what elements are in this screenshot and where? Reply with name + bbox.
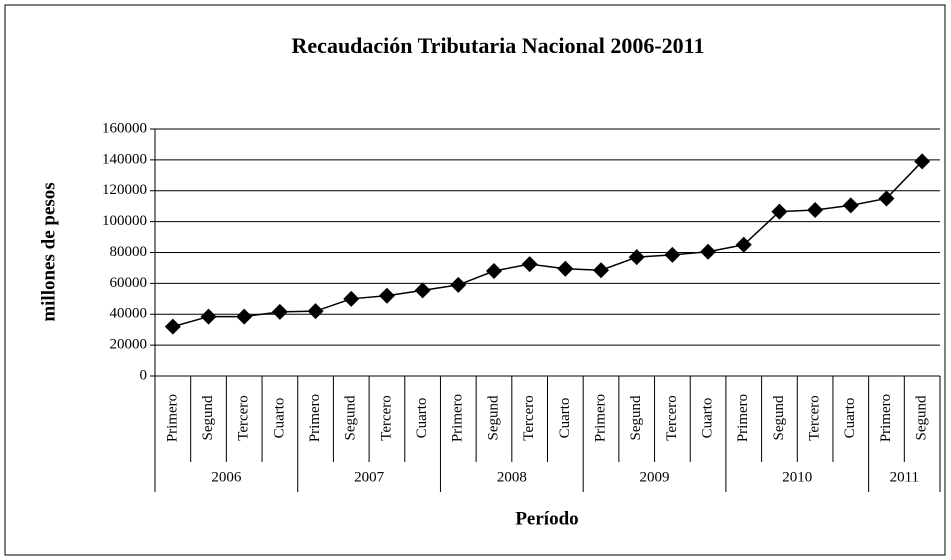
x-tick-label: Segund [343, 395, 359, 441]
y-tick-label: 20000 [110, 337, 148, 353]
x-tick-label: Tercero [664, 395, 680, 441]
x-tick-label: Primero [450, 394, 466, 442]
x-tick-label: Primero [307, 394, 323, 442]
data-point [271, 303, 288, 320]
y-axis-label: millones de pesos [38, 182, 59, 321]
x-tick-label: Primero [592, 394, 608, 442]
x-tick-label: Cuarto [414, 398, 430, 439]
group-label: 2008 [497, 469, 527, 485]
data-point [414, 282, 431, 299]
x-tick-label: Tercero [521, 395, 537, 441]
group-label: 2009 [640, 469, 670, 485]
y-tick-label: 120000 [102, 182, 147, 198]
chart-frame [4, 4, 946, 556]
x-tick-label: Tercero [378, 395, 394, 441]
x-tick-label: Primero [878, 394, 894, 442]
data-point [628, 249, 645, 266]
y-tick-label: 140000 [102, 151, 147, 167]
y-tick-label: 160000 [102, 120, 147, 136]
data-point [735, 236, 752, 253]
data-point [378, 287, 395, 304]
data-point [200, 308, 217, 325]
x-tick-label: Cuarto [557, 398, 573, 439]
data-point [307, 303, 324, 320]
group-label: 2006 [211, 469, 242, 485]
data-point [557, 260, 574, 277]
x-tick-label: Segund [200, 395, 216, 441]
data-point [914, 153, 931, 170]
data-point [164, 318, 181, 335]
y-tick-label: 80000 [110, 244, 148, 260]
x-tick-label: Segund [628, 395, 644, 441]
x-tick-label: Tercero [236, 395, 252, 441]
data-point [771, 203, 788, 220]
data-point [521, 256, 538, 273]
y-tick-label: 0 [140, 367, 148, 383]
data-point [842, 197, 859, 214]
group-label: 2010 [782, 469, 812, 485]
series-line [172, 160, 923, 328]
group-label: 2007 [354, 469, 385, 485]
x-tick-label: Segund [485, 395, 501, 441]
group-label: 2011 [890, 469, 919, 485]
x-tick-label: Segund [771, 395, 787, 441]
y-tick-label: 40000 [110, 306, 148, 322]
data-point [878, 190, 895, 207]
data-point [485, 263, 502, 280]
data-point [700, 243, 717, 260]
x-tick-label: Primero [735, 394, 751, 442]
data-point [236, 308, 253, 325]
x-axis-label: Período [515, 508, 578, 529]
x-tick-label: Primero [164, 394, 180, 442]
x-tick-label: Cuarto [700, 398, 716, 439]
chart-title: Recaudación Tributaria Nacional 2006-201… [292, 33, 705, 58]
x-tick-label: Tercero [807, 395, 823, 441]
data-point [593, 262, 610, 279]
data-point [664, 246, 681, 263]
data-point [807, 202, 824, 219]
data-point [343, 290, 360, 307]
x-tick-label: Cuarto [271, 398, 287, 439]
x-tick-label: Segund [914, 395, 930, 441]
y-tick-label: 100000 [102, 213, 147, 229]
data-point [450, 276, 467, 293]
x-tick-label: Cuarto [842, 398, 858, 439]
y-tick-label: 60000 [110, 275, 148, 291]
